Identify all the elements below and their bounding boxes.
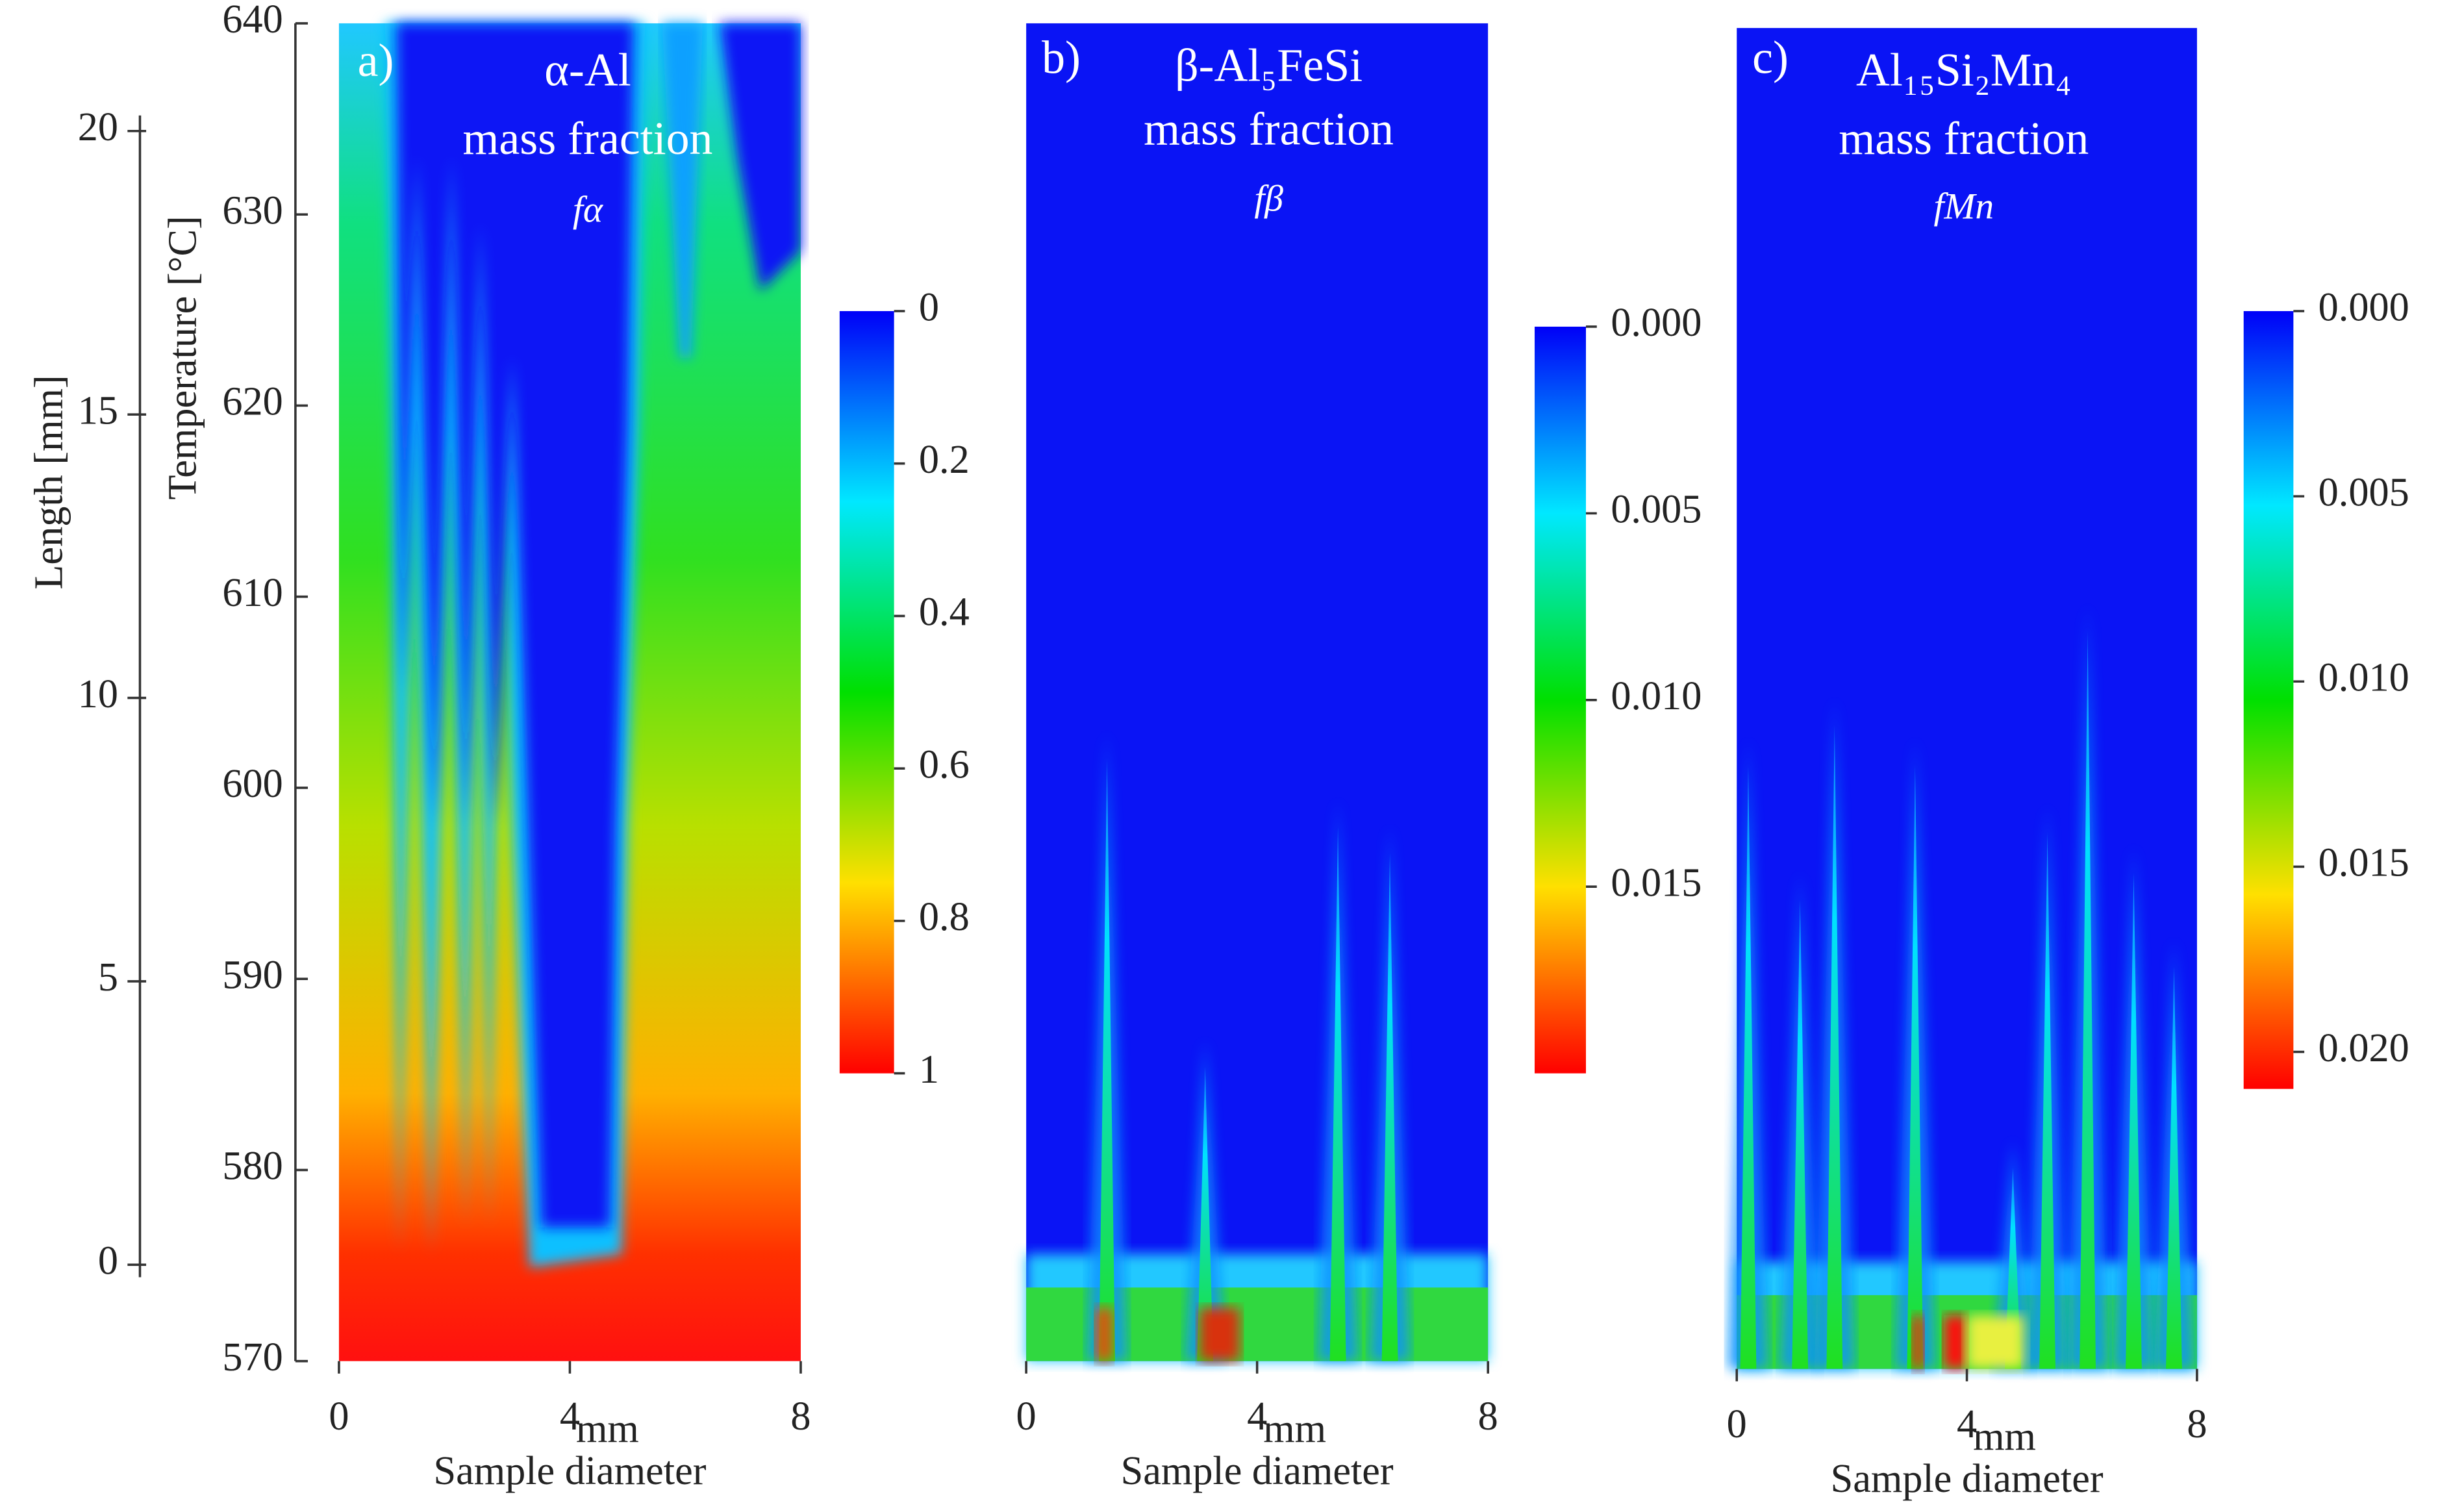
length-tick-label: 15 — [78, 388, 118, 433]
x-axis-label: Sample diameter — [1831, 1457, 2104, 1501]
colorbar-tick-label: 1 — [919, 1048, 939, 1092]
colorbar-tick-label: 0.8 — [919, 895, 970, 939]
x-tick-label: 0 — [1727, 1402, 1747, 1446]
contour-region — [2039, 832, 2055, 1369]
colorbar-tick-label: 0.000 — [2319, 285, 2409, 329]
colorbar-tick-label: 0.6 — [919, 742, 970, 787]
contour-region — [720, 23, 801, 291]
colorbar-tick-label: 0.000 — [1611, 301, 1702, 345]
contour-region — [1792, 900, 1809, 1369]
panel-title: β-Al₅FeSi — [1175, 39, 1363, 91]
contour-field — [1026, 23, 1489, 1361]
x-unit: mm — [1263, 1407, 1326, 1451]
colorbar — [839, 311, 894, 1074]
contour-field — [1728, 28, 2197, 1369]
y-tick-label: 590 — [222, 953, 283, 997]
length-tick-label: 5 — [98, 955, 118, 1000]
y-tick-label: 640 — [222, 0, 283, 42]
panel-label: a) — [358, 34, 394, 86]
y-tick-label: 580 — [222, 1144, 283, 1189]
colorbar-tick-label: 0.005 — [1611, 488, 1702, 532]
y-axis-label: Temperature [°C] — [161, 216, 205, 499]
x-tick-label: 4 — [1957, 1402, 1977, 1446]
contour-region — [1095, 1307, 1113, 1361]
y-tick-label: 620 — [222, 380, 283, 424]
colorbar — [2243, 311, 2294, 1089]
contour-region — [1967, 1315, 2025, 1369]
colorbar — [1535, 326, 1587, 1074]
x-tick-label: 8 — [2187, 1402, 2207, 1446]
panel-title: mass fraction — [1144, 103, 1394, 155]
y-tick-label: 600 — [222, 762, 283, 806]
x-tick-label: 4 — [1247, 1394, 1267, 1439]
contour-region — [1944, 1315, 1967, 1369]
y-tick-label: 570 — [222, 1335, 283, 1380]
contour-region — [1099, 759, 1116, 1361]
length-axis-label: Length [mm] — [27, 375, 71, 589]
colorbar-tick-label: 0.015 — [2319, 841, 2409, 885]
x-tick-label: 4 — [560, 1394, 580, 1439]
x-tick-label: 8 — [1478, 1394, 1498, 1439]
contour-field — [338, 23, 801, 1361]
contour-region — [1329, 825, 1346, 1361]
panel-label: b) — [1042, 31, 1081, 83]
y-tick-label: 630 — [222, 188, 283, 233]
colorbar-tick-label: 0.010 — [2319, 656, 2409, 700]
panel-title: fα — [573, 189, 604, 230]
colorbar-tick-label: 0 — [919, 285, 939, 329]
x-unit: mm — [576, 1407, 639, 1451]
panel-title: α-Al — [544, 44, 631, 95]
x-unit: mm — [1973, 1415, 2036, 1459]
x-axis-label: Sample diameter — [1121, 1449, 1394, 1493]
contour-region — [1197, 1066, 1214, 1361]
contour-region — [1912, 1315, 1924, 1369]
colorbar-tick-label: 0.010 — [1611, 674, 1702, 718]
x-tick-label: 0 — [1016, 1394, 1037, 1439]
y-tick-label: 610 — [222, 571, 283, 615]
x-tick-label: 8 — [790, 1394, 811, 1439]
length-tick-label: 20 — [78, 105, 118, 149]
panel-title: mass fraction — [463, 112, 713, 164]
colorbar-tick-label: 0.4 — [919, 590, 970, 635]
x-tick-label: 0 — [329, 1394, 349, 1439]
contour-region — [1907, 765, 1924, 1369]
panel-title: Al₁₅Si₂Mn₄ — [1856, 44, 2072, 95]
x-axis-label: Sample diameter — [433, 1449, 706, 1493]
contour-region — [2166, 966, 2182, 1369]
panel-title: mass fraction — [1839, 112, 2089, 164]
colorbar-tick-label: 0.2 — [919, 438, 970, 482]
contour-background — [1737, 28, 2197, 1369]
panel-title: fMn — [1934, 186, 1994, 227]
contour-region — [1740, 765, 1757, 1369]
panel-label: c) — [1752, 31, 1789, 83]
contour-region — [1826, 725, 1843, 1369]
contour-region — [2080, 631, 2096, 1369]
panel-title: fβ — [1254, 179, 1283, 220]
length-tick-label: 0 — [98, 1239, 118, 1283]
contour-region — [1381, 852, 1398, 1361]
contour-region — [396, 23, 634, 1228]
colorbar-tick-label: 0.020 — [2319, 1026, 2409, 1070]
colorbar-tick-label: 0.005 — [2319, 470, 2409, 514]
length-tick-label: 10 — [78, 672, 118, 716]
contour-region — [2126, 872, 2142, 1369]
contour-region — [662, 23, 703, 358]
colorbar-tick-label: 0.015 — [1611, 861, 1702, 905]
contour-region — [1199, 1307, 1240, 1361]
